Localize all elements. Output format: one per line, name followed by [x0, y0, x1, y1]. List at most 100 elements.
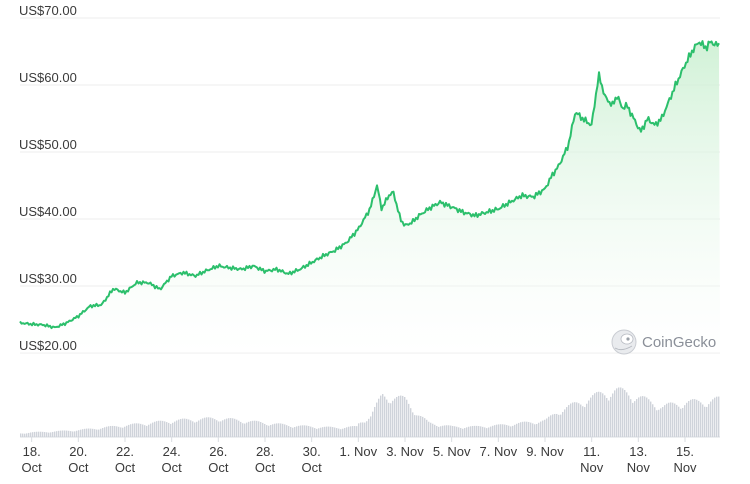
- volume-bar: [368, 418, 370, 437]
- volume-bar: [398, 395, 400, 437]
- volume-bar: [412, 412, 414, 437]
- volume-bar: [616, 388, 618, 437]
- volume-bar: [58, 430, 60, 437]
- volume-bar: [148, 424, 150, 437]
- volume-bar: [436, 425, 438, 437]
- volume-bar: [570, 403, 572, 437]
- price-area: [20, 41, 720, 353]
- volume-bar: [102, 427, 104, 437]
- volume-bar: [326, 426, 328, 437]
- volume-bar: [528, 422, 530, 437]
- volume-bar: [160, 420, 162, 437]
- volume-bar: [562, 411, 564, 437]
- volume-bar: [48, 432, 50, 437]
- volume-bar: [384, 396, 386, 437]
- volume-bar: [124, 426, 126, 437]
- volume-bar: [66, 430, 68, 437]
- volume-bar: [424, 418, 426, 437]
- volume-bar: [560, 414, 562, 437]
- volume-bar: [324, 426, 326, 437]
- volume-bar: [700, 402, 702, 437]
- volume-bar: [580, 404, 582, 437]
- volume-bar: [454, 426, 456, 437]
- volume-bar: [128, 424, 130, 437]
- x-tick-label: 30.: [303, 444, 321, 459]
- volume-bar: [668, 402, 670, 437]
- volume-bar: [508, 425, 510, 437]
- volume-bar: [328, 426, 330, 437]
- volume-bar: [410, 408, 412, 437]
- volume-bar: [414, 415, 416, 437]
- volume-bar: [718, 396, 720, 437]
- volume-bar: [188, 419, 190, 437]
- volume-bar: [426, 419, 428, 437]
- volume-bar: [648, 399, 650, 437]
- x-tick-label-line2: Oct: [255, 460, 276, 475]
- volume-bar: [474, 425, 476, 437]
- volume-bar: [240, 421, 242, 437]
- volume-bar: [56, 431, 58, 437]
- volume-bar: [666, 403, 668, 437]
- volume-bar: [660, 408, 662, 437]
- x-tick-label: 5. Nov: [433, 444, 471, 459]
- volume-bar: [178, 419, 180, 437]
- volume-bar: [458, 427, 460, 437]
- volume-bar: [76, 430, 78, 437]
- volume-bar: [356, 426, 358, 437]
- volume-bar: [314, 428, 316, 437]
- volume-bar: [64, 430, 66, 437]
- volume-bar: [294, 427, 296, 437]
- volume-bar: [638, 397, 640, 437]
- volume-bar: [212, 418, 214, 437]
- volume-bar: [600, 392, 602, 437]
- volume-bar: [408, 403, 410, 437]
- volume-bar: [612, 393, 614, 437]
- x-tick-label-line2: Oct: [302, 460, 323, 475]
- x-tick-label-line2: Nov: [580, 460, 604, 475]
- volume-bar: [692, 399, 694, 437]
- volume-bar: [500, 424, 502, 437]
- volume-bar: [654, 407, 656, 437]
- volume-bar: [34, 431, 36, 437]
- volume-bar: [180, 418, 182, 437]
- volume-bar: [62, 430, 64, 437]
- volume-bar: [222, 420, 224, 437]
- volume-bar: [360, 422, 362, 437]
- volume-bar: [296, 426, 298, 437]
- volume-bar: [270, 424, 272, 437]
- volume-bar: [214, 419, 216, 437]
- volume-bar: [442, 425, 444, 437]
- volume-bar: [316, 428, 318, 437]
- volume-bar: [166, 422, 168, 437]
- volume-bar: [92, 428, 94, 437]
- volume-bar: [216, 420, 218, 437]
- volume-bar: [340, 429, 342, 437]
- volume-bar: [496, 424, 498, 437]
- volume-bar: [50, 432, 52, 437]
- x-tick-label: 26.: [209, 444, 227, 459]
- volume-bar: [652, 404, 654, 437]
- volume-bar: [566, 407, 568, 437]
- volume-bar: [422, 416, 424, 437]
- volume-bar: [694, 399, 696, 437]
- volume-bar: [336, 428, 338, 437]
- volume-bar: [318, 428, 320, 437]
- volume-bar: [204, 417, 206, 437]
- volume-bar: [598, 391, 600, 437]
- volume-bar: [338, 428, 340, 437]
- volume-bar: [680, 408, 682, 437]
- volume-bar: [438, 426, 440, 437]
- volume-bar: [352, 426, 354, 437]
- x-tick-label: 24.: [163, 444, 181, 459]
- volume-bar: [618, 387, 620, 437]
- x-tick-label-line2: Oct: [162, 460, 183, 475]
- volume-bar: [104, 427, 106, 437]
- volume-bar: [684, 405, 686, 437]
- volume-bar: [456, 426, 458, 437]
- volume-bar: [548, 416, 550, 437]
- volume-bar: [350, 426, 352, 437]
- volume-bar: [54, 431, 56, 437]
- volume-bar: [332, 427, 334, 437]
- volume-bar: [236, 419, 238, 437]
